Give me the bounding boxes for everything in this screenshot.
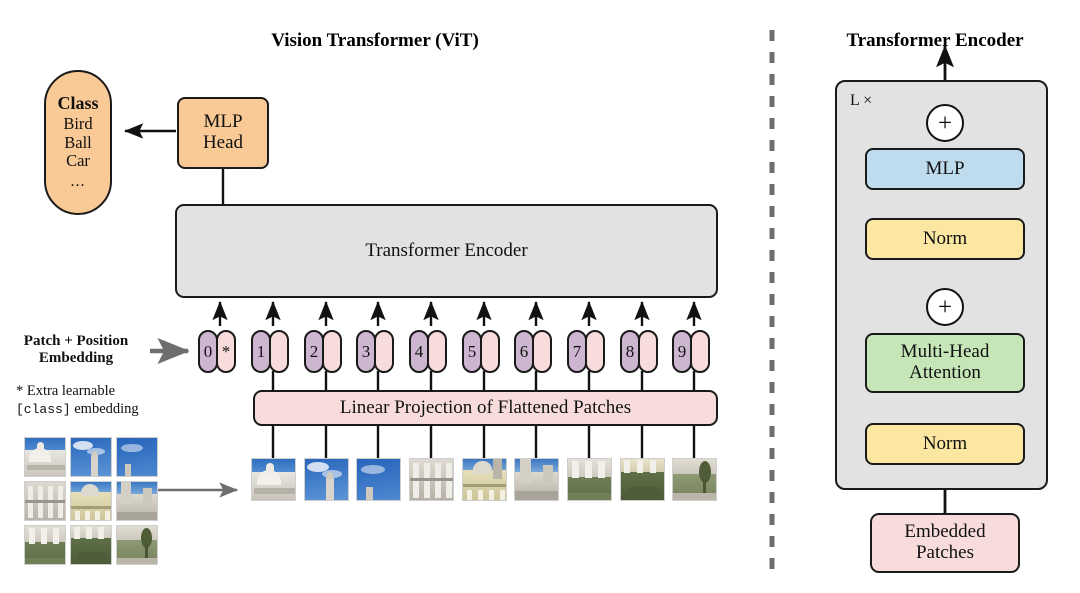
- source-patch-r1c3: [116, 437, 158, 477]
- class-output-pill: Class Bird Ball Car ...: [44, 70, 112, 215]
- position-embedding: [269, 330, 289, 373]
- norm-block-bottom: Norm: [865, 423, 1025, 465]
- position-embedding: [427, 330, 447, 373]
- residual-add-bottom: +: [926, 288, 964, 326]
- embedding-token-5[interactable]: 5: [462, 330, 500, 373]
- embedding-token-2[interactable]: 2: [304, 330, 342, 373]
- linear-projection-box: Linear Projection of Flattened Patches: [253, 390, 718, 426]
- class-item: Car: [66, 151, 90, 171]
- token-index: 7: [567, 330, 587, 373]
- extra-learnable-note: * Extra learnable [class] embedding: [16, 382, 196, 418]
- source-patch-r3c2: [70, 525, 112, 565]
- embedding-token-6[interactable]: 6: [514, 330, 552, 373]
- position-embedding: [480, 330, 500, 373]
- embedding-token-7[interactable]: 7: [567, 330, 605, 373]
- token-index: 6: [514, 330, 534, 373]
- position-embedding: [585, 330, 605, 373]
- attention-line1: Multi-Head: [900, 341, 990, 363]
- transformer-encoder-box: Transformer Encoder: [175, 204, 718, 298]
- embedding-token-1[interactable]: 1: [251, 330, 289, 373]
- class-heading: Class: [57, 93, 99, 114]
- embedded-line2: Patches: [915, 542, 975, 563]
- source-patch-r2c1: [24, 481, 66, 521]
- extra-note-line2: embedding: [70, 401, 139, 418]
- token-index: 0: [198, 330, 218, 373]
- embedding-token-8[interactable]: 8: [620, 330, 658, 373]
- patch-position-embedding-label: Patch + Position Embedding: [23, 333, 129, 367]
- position-embedding: [638, 330, 658, 373]
- token-index: 4: [409, 330, 429, 373]
- sequence-patch-7: [567, 458, 612, 501]
- repeat-count-label: L ×: [850, 92, 873, 109]
- sequence-patch-4: [409, 458, 454, 501]
- sequence-patch-3: [356, 458, 401, 501]
- sequence-patch-2: [304, 458, 349, 501]
- extra-note-line1: * Extra learnable: [16, 383, 116, 399]
- left-panel-title: Vision Transformer (ViT): [271, 30, 479, 51]
- embedding-token-9[interactable]: 9: [672, 330, 710, 373]
- transformer-encoder-label: Transformer Encoder: [365, 239, 528, 261]
- norm-top-label: Norm: [922, 227, 968, 249]
- source-patch-r1c1: [24, 437, 66, 477]
- right-panel-title: Transformer Encoder: [846, 30, 1024, 51]
- mlp-head-box: MLP Head: [177, 97, 269, 169]
- token-index: 2: [304, 330, 324, 373]
- class-token-star: *: [216, 330, 236, 373]
- class-ellipsis: ...: [70, 173, 86, 191]
- mlp-head-line2: Head: [202, 132, 244, 153]
- position-embedding: [322, 330, 342, 373]
- token-index: 5: [462, 330, 482, 373]
- source-patch-r3c1: [24, 525, 66, 565]
- plus-symbol: +: [937, 293, 953, 321]
- mlp-label: MLP: [925, 157, 965, 179]
- position-embedding: [374, 330, 394, 373]
- source-patch-r2c2: [70, 481, 112, 521]
- norm-bottom-label: Norm: [922, 432, 968, 454]
- mlp-head-line1: MLP: [203, 111, 243, 133]
- source-patch-r2c3: [116, 481, 158, 521]
- norm-block-top: Norm: [865, 218, 1025, 260]
- attention-line2: Attention: [909, 362, 981, 383]
- position-embedding: [690, 330, 710, 373]
- embedded-line1: Embedded: [904, 521, 986, 543]
- sequence-patch-8: [620, 458, 665, 501]
- class-item: Ball: [64, 132, 92, 152]
- position-embedding: [532, 330, 552, 373]
- embedding-token-4[interactable]: 4: [409, 330, 447, 373]
- embedding-token-0[interactable]: 0 *: [198, 330, 236, 373]
- sequence-patch-1: [251, 458, 296, 501]
- source-patch-r3c3: [116, 525, 158, 565]
- sequence-patch-9: [672, 458, 717, 501]
- embedding-token-3[interactable]: 3: [356, 330, 394, 373]
- multi-head-attention-block: Multi-Head Attention: [865, 333, 1025, 393]
- sequence-patch-5: [462, 458, 507, 501]
- source-patch-r1c2: [70, 437, 112, 477]
- plus-symbol: +: [937, 109, 953, 137]
- token-index: 1: [251, 330, 271, 373]
- embedded-patches-block: Embedded Patches: [870, 513, 1020, 573]
- linear-projection-label: Linear Projection of Flattened Patches: [339, 396, 632, 418]
- sequence-patch-6: [514, 458, 559, 501]
- mlp-block: MLP: [865, 148, 1025, 190]
- token-index: 3: [356, 330, 376, 373]
- token-index: 9: [672, 330, 692, 373]
- residual-add-top: +: [926, 104, 964, 142]
- class-item: Bird: [63, 113, 93, 133]
- token-index: 8: [620, 330, 640, 373]
- class-token-literal: [class]: [16, 402, 71, 418]
